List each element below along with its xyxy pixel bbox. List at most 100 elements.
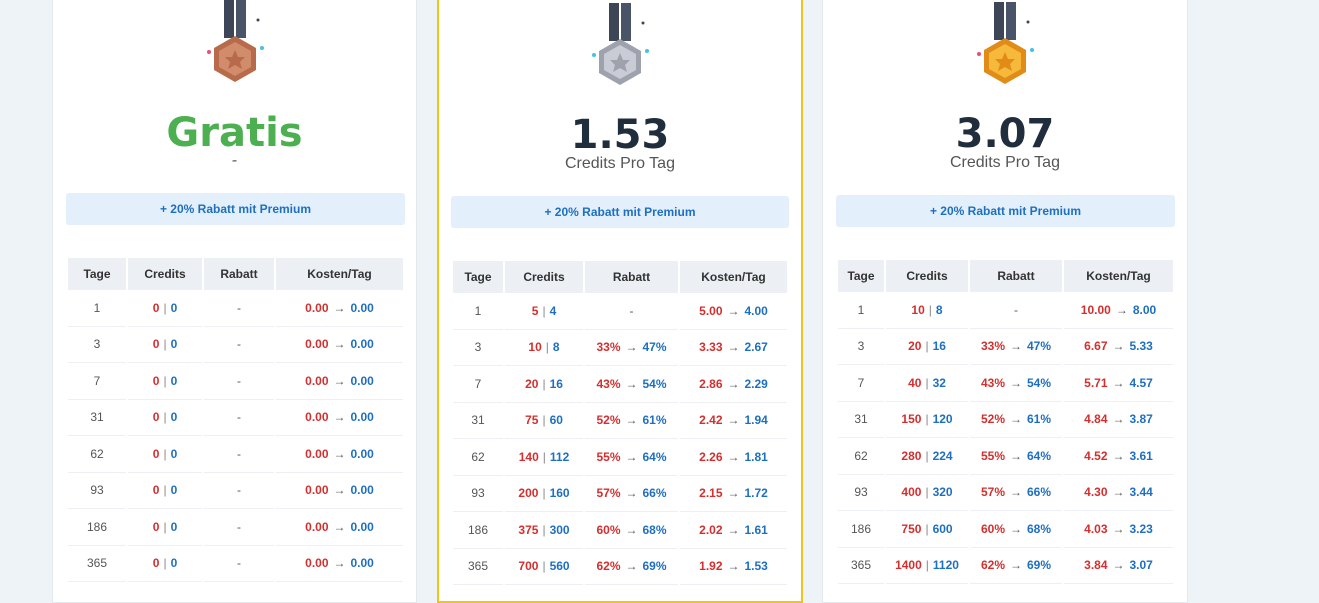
arrow-icon: →	[1010, 412, 1022, 427]
divider: |	[925, 448, 929, 463]
discount-cell: 43% → 54%	[585, 366, 678, 403]
credits-value: 0	[152, 373, 160, 388]
cost-cell: 2.02 → 1.61	[680, 512, 787, 549]
arrow-icon: →	[1112, 485, 1125, 500]
credits-value: 750	[901, 521, 922, 536]
table-row: 62 140 | 112 55% → 64% 2.26 → 1.81	[453, 439, 787, 476]
divider: |	[163, 373, 167, 388]
cost-cell: 0.00 → 0.00	[276, 436, 403, 473]
days-cell: 1	[838, 292, 884, 329]
credits-value: 20	[525, 376, 539, 391]
table-row: 93 200 | 160 57% → 66% 2.15 → 1.72	[453, 476, 787, 512]
discount-premium-value: 47%	[1027, 339, 1052, 354]
days-cell: 3	[838, 329, 884, 365]
days-cell: 93	[453, 476, 503, 512]
credits-value: 0	[152, 300, 160, 315]
days-cell: 31	[838, 402, 884, 438]
discount-cell: 33% → 47%	[970, 329, 1062, 365]
cost-value: 0.00	[305, 410, 329, 425]
divider: |	[542, 413, 546, 428]
cost-premium-value: 3.44	[1129, 485, 1153, 500]
cost-premium-value: 5.33	[1129, 339, 1153, 354]
table-row: 31 0 | 0-0.00 → 0.00	[68, 400, 403, 436]
cost-cell: 2.86 → 2.29	[680, 366, 787, 403]
discount-value: 52%	[596, 413, 621, 428]
arrow-icon: →	[333, 373, 346, 388]
discount-premium-value: 68%	[1027, 521, 1052, 536]
days-cell: 186	[838, 511, 884, 548]
credits-value: 75	[525, 413, 539, 428]
discount-value: -	[1014, 302, 1018, 317]
col-header-discount: Rabatt	[204, 258, 274, 290]
arrow-icon: →	[1112, 448, 1125, 463]
cost-premium-value: 0.00	[350, 446, 374, 461]
cost-value: 1.92	[699, 559, 723, 574]
bronze-medal-icon	[206, 0, 264, 82]
cost-value: 0.00	[305, 519, 329, 534]
credits-cell: 0 | 0	[128, 473, 202, 509]
plan-price: 1.53	[570, 112, 670, 158]
arrow-icon: →	[727, 340, 740, 355]
credits-premium-value: 16	[549, 376, 563, 391]
arrow-icon: →	[727, 486, 740, 501]
days-cell: 7	[838, 365, 884, 402]
discount-value: 43%	[980, 375, 1005, 390]
table-row: 62 280 | 224 55% → 64% 4.52 → 3.61	[838, 438, 1173, 475]
table-row: 62 0 | 0-0.00 → 0.00	[68, 436, 403, 473]
days-cell: 62	[838, 438, 884, 475]
col-header-cost: Kosten/Tag	[680, 261, 787, 293]
discount-value: 33%	[980, 339, 1005, 354]
days-cell: 186	[453, 512, 503, 549]
divider: |	[925, 521, 929, 536]
arrow-icon: →	[333, 519, 346, 534]
days-cell: 31	[453, 403, 503, 439]
discount-cell: -	[204, 400, 274, 436]
days-cell: 62	[68, 436, 126, 473]
cost-cell: 2.42 → 1.94	[680, 403, 787, 439]
discount-value: 60%	[980, 521, 1005, 536]
cost-premium-value: 0.00	[350, 556, 374, 571]
discount-cell: -	[204, 473, 274, 509]
discount-value: -	[237, 410, 241, 425]
arrow-icon: →	[727, 559, 740, 574]
cost-value: 2.02	[699, 522, 723, 537]
days-cell: 93	[68, 473, 126, 509]
divider: |	[542, 376, 546, 391]
credits-premium-value: 8	[552, 340, 560, 355]
divider: |	[163, 519, 167, 534]
credits-value: 700	[518, 559, 539, 574]
divider: |	[163, 337, 167, 352]
table-row: 7 20 | 16 43% → 54% 2.86 → 2.29	[453, 366, 787, 403]
discount-premium-value: 69%	[1027, 558, 1052, 573]
credits-value: 150	[901, 412, 922, 427]
divider: |	[163, 556, 167, 571]
credits-value: 10	[911, 302, 925, 317]
col-header-credits: Credits	[505, 261, 583, 293]
arrow-icon: →	[625, 522, 638, 537]
discount-value: -	[237, 337, 241, 352]
cost-premium-value: 1.94	[744, 413, 768, 428]
cost-value: 5.71	[1084, 375, 1108, 390]
cost-value: 0.00	[305, 373, 329, 388]
table-row: 186 375 | 300 60% → 68% 2.02 → 1.61	[453, 512, 787, 549]
discount-value: 33%	[596, 340, 621, 355]
discount-cell: -	[970, 292, 1062, 329]
credits-premium-value: 60	[549, 413, 563, 428]
discount-cell: -	[204, 327, 274, 363]
credits-premium-value: 320	[932, 485, 953, 500]
cost-cell: 4.84 → 3.87	[1064, 402, 1173, 438]
table-row: 186 0 | 0-0.00 → 0.00	[68, 509, 403, 546]
discount-premium-value: 47%	[642, 340, 667, 355]
arrow-icon: →	[1010, 558, 1022, 573]
discount-cell: 52% → 61%	[585, 403, 678, 439]
divider: |	[163, 446, 167, 461]
table-row: 1 5 | 4-5.00 → 4.00	[453, 293, 787, 330]
cost-premium-value: 0.00	[350, 483, 374, 498]
discount-premium-value: 64%	[642, 449, 667, 464]
arrow-icon: →	[727, 522, 740, 537]
credits-cell: 10 | 8	[505, 330, 583, 366]
arrow-icon: →	[727, 376, 740, 391]
arrow-icon: →	[1112, 558, 1125, 573]
cost-cell: 10.00 → 8.00	[1064, 292, 1173, 329]
discount-premium-value: 54%	[642, 376, 667, 391]
